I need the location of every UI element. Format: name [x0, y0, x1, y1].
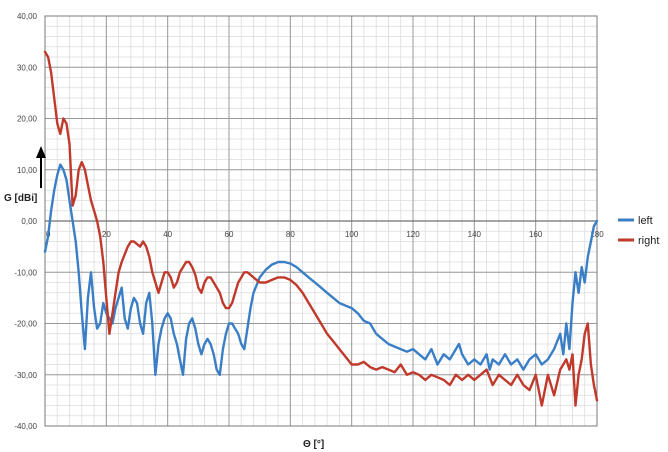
- y-tick-label: 0,00: [21, 217, 37, 226]
- x-tick-label: 20: [102, 230, 111, 239]
- x-tick-label: 180: [590, 230, 604, 239]
- y-tick-label: -10,00: [14, 268, 37, 277]
- y-tick-label: -30,00: [14, 371, 37, 380]
- y-tick-label: -20,00: [14, 320, 37, 329]
- x-tick-label: 120: [406, 230, 420, 239]
- y-tick-label: 20,00: [17, 115, 38, 124]
- y-tick-labels: 40,00 30,00 20,00 10,00 0,00 -10,00 -20,00 -30,…: [14, 12, 37, 431]
- x-tick-label: 140: [468, 230, 482, 239]
- legend-label-left: left: [638, 215, 653, 227]
- x-tick-label: 60: [225, 230, 234, 239]
- x-tick-label: 100: [345, 230, 359, 239]
- x-axis-label: Θ [°]: [303, 439, 324, 450]
- legend-label-right: right: [638, 235, 659, 247]
- y-tick-label: 40,00: [17, 12, 38, 21]
- y-tick-label: -40,00: [14, 422, 37, 431]
- y-axis-arrow: [36, 146, 46, 188]
- y-tick-label: 30,00: [17, 63, 38, 72]
- y-tick-label: 10,00: [17, 166, 38, 175]
- series-lines: [43, 50, 599, 407]
- x-tick-labels: 0 20 40 60 80 100 120 140 160 180: [46, 230, 604, 239]
- x-tick-label: 160: [529, 230, 543, 239]
- legend: left right: [618, 215, 659, 247]
- x-tick-label: 40: [163, 230, 172, 239]
- y-axis-label: G [dBi]: [4, 193, 37, 204]
- series-line-left: [43, 163, 599, 376]
- x-tick-label: 80: [286, 230, 295, 239]
- series-line-right: [43, 50, 599, 407]
